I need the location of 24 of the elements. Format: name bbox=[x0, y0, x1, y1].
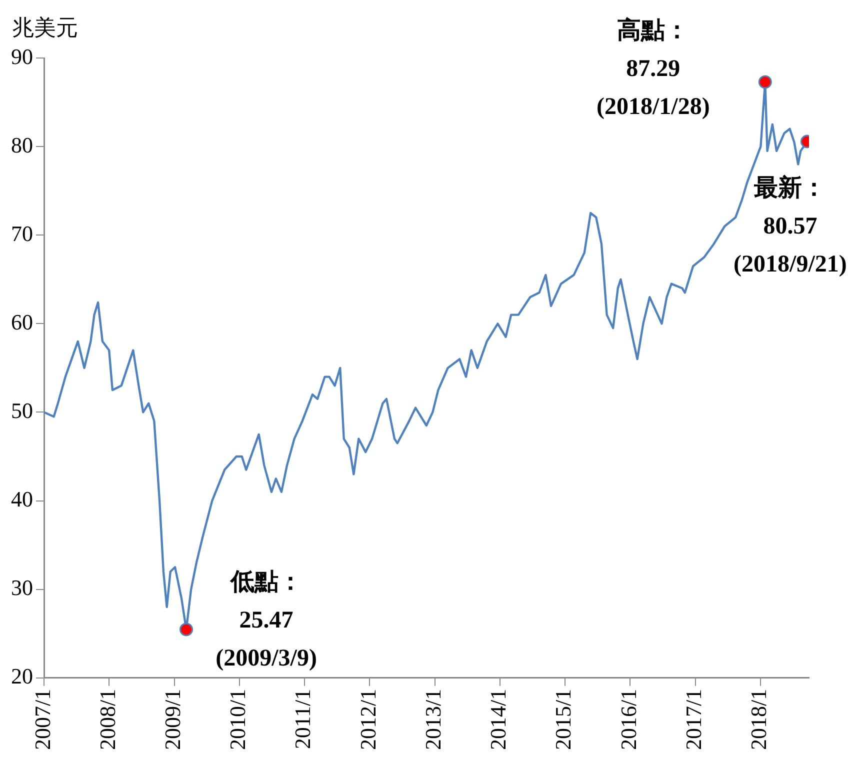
y-tick-label: 60 bbox=[11, 309, 33, 334]
y-tick-label: 20 bbox=[11, 664, 33, 689]
x-tick-label: 2017/1 bbox=[681, 688, 706, 750]
x-tick-label: 2007/1 bbox=[30, 688, 55, 750]
y-tick-label: 70 bbox=[11, 220, 33, 246]
annotation: 最新： 80.57 (2018/9/21) bbox=[734, 174, 847, 278]
y-tick-label: 80 bbox=[11, 132, 33, 158]
x-tick-label: 2012/1 bbox=[355, 688, 380, 750]
x-tick-label: 2011/1 bbox=[290, 688, 316, 750]
annotation: 高點： 87.29 (2018/1/28) bbox=[596, 16, 710, 120]
y-tick-label: 50 bbox=[11, 398, 33, 424]
x-tick-label: 2015/1 bbox=[550, 688, 576, 750]
y-axis-title: 兆美元 bbox=[12, 14, 78, 40]
y-tick-label: 40 bbox=[11, 486, 33, 512]
y-tick-label: 30 bbox=[11, 575, 33, 600]
y-tick-label: 90 bbox=[11, 44, 33, 69]
x-tick-label: 2010/1 bbox=[225, 688, 250, 750]
x-tick-label: 2008/1 bbox=[94, 688, 120, 750]
x-tick-label: 2009/1 bbox=[160, 688, 186, 750]
x-tick-label: 2013/1 bbox=[420, 688, 446, 750]
x-tick-label: 2018/1 bbox=[746, 688, 772, 750]
x-tick-label: 2014/1 bbox=[486, 688, 511, 750]
annotation: 低點： 25.47 (2009/3/9) bbox=[216, 570, 317, 672]
x-tick-label: 2016/1 bbox=[616, 688, 641, 750]
